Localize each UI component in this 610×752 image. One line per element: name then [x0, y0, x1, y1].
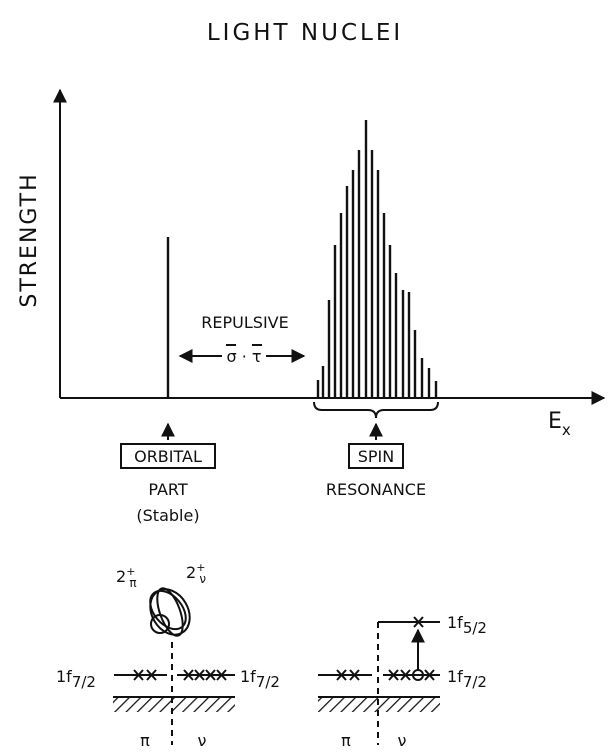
spin-spikes: [316, 120, 438, 398]
level-main: 1f: [447, 613, 463, 632]
state-main: 2: [186, 563, 196, 582]
spin-box: [348, 443, 404, 469]
spin-label: SPIN: [358, 447, 395, 466]
state-pi: 2+ π: [116, 565, 137, 590]
particles: [336, 616, 435, 681]
brace: [313, 401, 439, 419]
x-label-main: E: [548, 409, 562, 434]
deformed-blob: [149, 587, 191, 637]
nu-label: ν: [398, 731, 407, 750]
level-sub: 7/2: [463, 673, 487, 691]
pi-label: π: [140, 731, 150, 750]
repulsive-label: REPULSIVE: [201, 313, 288, 332]
operator: σ · τ: [226, 347, 261, 366]
state-main: 2: [116, 567, 126, 586]
x-label-sub: x: [562, 421, 571, 439]
orbital-label: ORBITAL: [134, 447, 202, 466]
state-nu: 2+ ν: [186, 561, 206, 586]
orbital-line: (Stable): [136, 506, 199, 525]
x-axis-label: Ex: [548, 409, 571, 439]
orbital-box: [120, 443, 216, 469]
orbital-line: PART: [148, 480, 188, 499]
state-sup: +: [196, 561, 205, 574]
title: LIGHT NUCLEI: [207, 20, 403, 46]
level-main: 1f: [240, 667, 256, 686]
level-label: 1f7/2: [56, 667, 96, 691]
level-sub: 7/2: [72, 673, 96, 691]
pi-label: π: [341, 731, 351, 750]
level-label: 1f5/2: [447, 613, 487, 637]
level-main: 1f: [56, 667, 72, 686]
state-sub: π: [129, 576, 136, 590]
spin-line: RESONANCE: [326, 480, 426, 499]
core-hatch: [318, 697, 440, 712]
particles: [133, 669, 227, 681]
y-axis-label: STRENGTH: [17, 172, 42, 307]
level-main: 1f: [447, 667, 463, 686]
state-sub: ν: [199, 572, 206, 586]
level-sub: 7/2: [256, 673, 280, 691]
core-hatch: [113, 697, 235, 712]
state-sup: +: [126, 565, 135, 578]
level-sub: 5/2: [463, 619, 487, 637]
nu-label: ν: [198, 731, 207, 750]
level-label: 1f7/2: [240, 667, 280, 691]
level-label: 1f7/2: [447, 667, 487, 691]
